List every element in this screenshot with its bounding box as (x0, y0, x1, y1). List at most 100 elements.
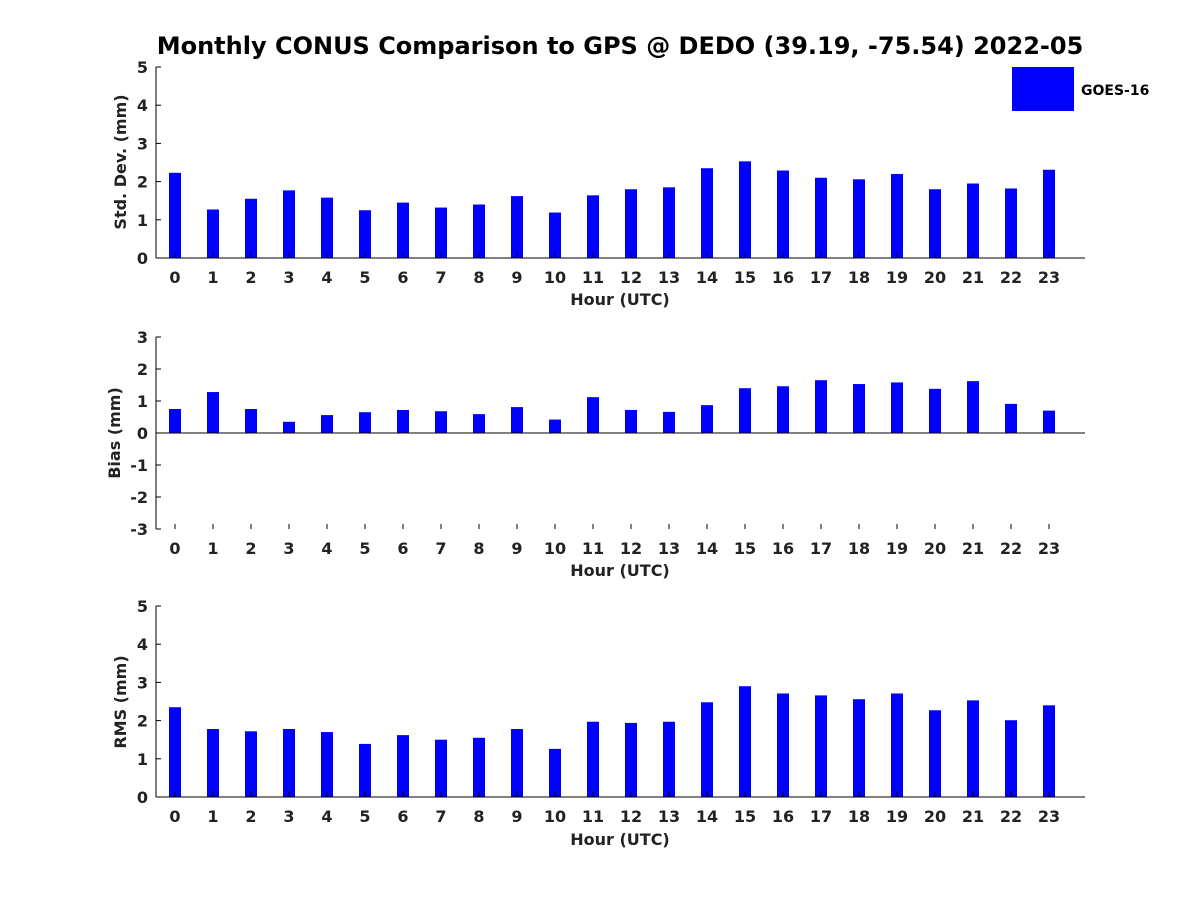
chart-title: Monthly CONUS Comparison to GPS @ DEDO (… (157, 32, 1084, 60)
std-dev-xtick-label: 21 (962, 268, 984, 287)
std-dev-xtick-label: 7 (435, 268, 446, 287)
bias-ytick-label: 3 (137, 328, 148, 347)
rms-xtick-label: 3 (283, 807, 294, 826)
bias-ytick-label: -3 (130, 520, 148, 539)
bias-xtick-label: 14 (696, 539, 718, 558)
bias-xtick-label: 4 (321, 539, 332, 558)
legend-label-goes16: GOES-16 (1081, 83, 1149, 99)
bias-ytick-label: -1 (130, 456, 148, 475)
std-dev-xtick-label: 23 (1038, 268, 1060, 287)
std-dev-xtick-label: 16 (772, 268, 794, 287)
std-dev-bar (701, 168, 713, 258)
std-dev-xlabel: Hour (UTC) (570, 290, 670, 309)
rms-bar (169, 707, 181, 797)
std-dev-bar (1005, 188, 1017, 258)
std-dev-bar (853, 179, 865, 258)
rms-bar (321, 732, 333, 797)
rms-xtick-label: 9 (511, 807, 522, 826)
rms-bar (815, 695, 827, 797)
rms-bar (359, 743, 371, 797)
std-dev-bar (321, 197, 333, 258)
bias-bar (929, 388, 941, 433)
std-dev-bar (283, 190, 295, 258)
std-dev-xtick-label: 8 (473, 268, 484, 287)
std-dev-ytick-label: 4 (137, 96, 148, 115)
std-dev-ytick-label: 1 (137, 211, 148, 230)
std-dev-xtick-label: 5 (359, 268, 370, 287)
bias-xtick-label: 20 (924, 539, 946, 558)
bias-bar (207, 392, 219, 433)
std-dev-xtick-label: 3 (283, 268, 294, 287)
rms-xtick-label: 1 (207, 807, 218, 826)
std-dev-bar (397, 202, 409, 258)
bias-bar (587, 397, 599, 433)
std-dev-bar (473, 204, 485, 258)
rms-bar (435, 739, 447, 797)
rms-bar (283, 729, 295, 797)
bias-bar (625, 409, 637, 433)
rms-bar (929, 710, 941, 797)
rms-ytick-label: 0 (137, 788, 148, 807)
bias-bar (283, 421, 295, 433)
bias-xtick-label: 23 (1038, 539, 1060, 558)
bias-bar (1043, 410, 1055, 433)
bias-ylabel: Bias (mm) (105, 387, 124, 479)
rms-xtick-label: 8 (473, 807, 484, 826)
rms-bar (587, 721, 599, 797)
bias-ytick-label: -2 (130, 488, 148, 507)
bias-xtick-label: 12 (620, 539, 642, 558)
rms-bar (853, 699, 865, 797)
std-dev-ytick-label: 2 (137, 173, 148, 192)
std-dev-bar (891, 173, 903, 258)
rms-bar (397, 735, 409, 797)
std-dev-xtick-label: 4 (321, 268, 332, 287)
rms-bar (473, 737, 485, 797)
rms-bar (777, 693, 789, 797)
bias-bar (701, 405, 713, 433)
rms-xtick-label: 16 (772, 807, 794, 826)
bias-xtick-label: 16 (772, 539, 794, 558)
bias-xtick-label: 19 (886, 539, 908, 558)
rms-bar (549, 748, 561, 797)
rms-xtick-label: 15 (734, 807, 756, 826)
bias-xtick-label: 18 (848, 539, 870, 558)
std-dev-bar (207, 209, 219, 258)
std-dev-xtick-label: 10 (544, 268, 566, 287)
std-dev-xtick-label: 22 (1000, 268, 1022, 287)
rms-xtick-label: 6 (397, 807, 408, 826)
bias-bar (663, 411, 675, 433)
bias-bar (777, 386, 789, 433)
rms-ytick-label: 4 (137, 635, 148, 654)
bias-xtick-label: 0 (169, 539, 180, 558)
bias-xtick-label: 13 (658, 539, 680, 558)
rms-bar (701, 702, 713, 797)
bias-xtick-label: 9 (511, 539, 522, 558)
rms-xlabel: Hour (UTC) (570, 830, 670, 849)
std-dev-bar (663, 187, 675, 258)
bias-bar (853, 384, 865, 433)
rms-xtick-label: 11 (582, 807, 604, 826)
rms-xtick-label: 5 (359, 807, 370, 826)
rms-xtick-label: 2 (245, 807, 256, 826)
bias-bar (321, 415, 333, 433)
rms-bar (625, 722, 637, 797)
bias-bar (1005, 403, 1017, 433)
std-dev-ytick-label: 3 (137, 134, 148, 153)
std-dev-bar (739, 161, 751, 258)
std-dev-xtick-label: 14 (696, 268, 718, 287)
rms-xtick-label: 14 (696, 807, 718, 826)
std-dev-bar (245, 198, 257, 258)
bias-xtick-label: 11 (582, 539, 604, 558)
rms-bar (891, 693, 903, 797)
bias-xtick-label: 6 (397, 539, 408, 558)
std-dev-ylabel: Std. Dev. (mm) (111, 94, 130, 229)
legend: GOES-16 (1012, 67, 1149, 111)
std-dev-bar (511, 196, 523, 258)
bias-bar (549, 419, 561, 433)
rms-ytick-label: 5 (137, 597, 148, 616)
std-dev-bar (929, 189, 941, 258)
bias-ytick-label: 2 (137, 360, 148, 379)
bias-xtick-label: 17 (810, 539, 832, 558)
